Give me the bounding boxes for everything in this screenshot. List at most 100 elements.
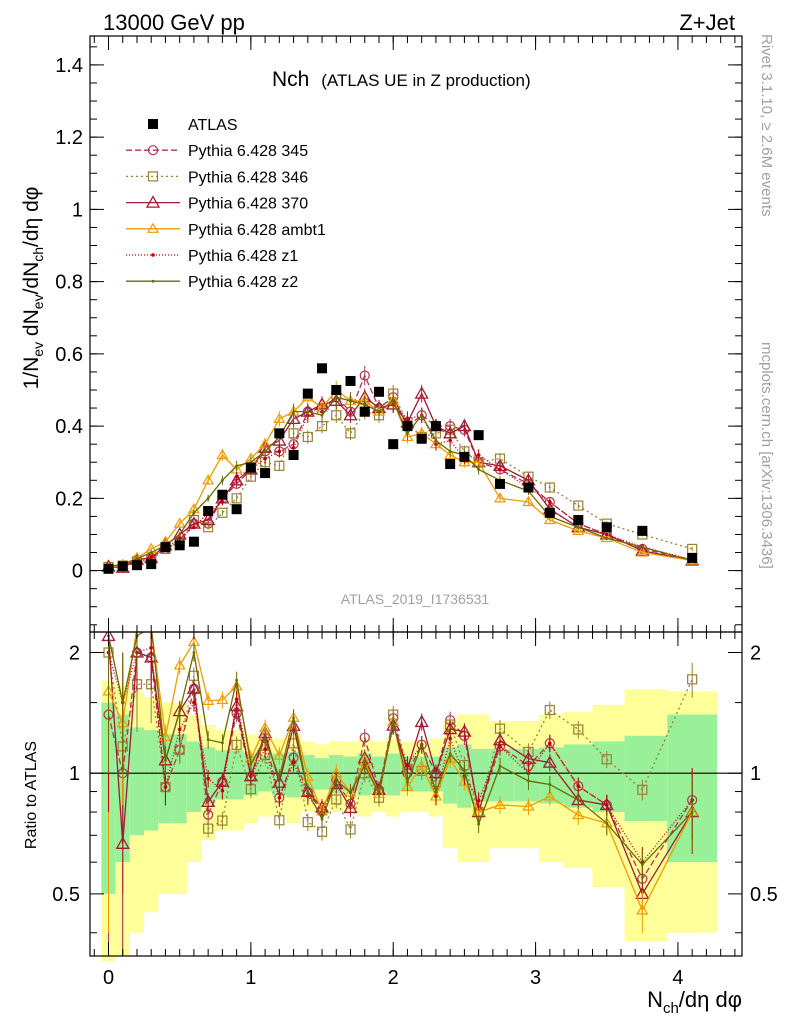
data-point [494, 478, 505, 489]
mc-point [135, 557, 139, 561]
ratio-band-inner [624, 735, 668, 821]
mc-ratio-point [292, 716, 295, 720]
ratio-band-inner [229, 750, 244, 800]
y-tick-label: 1.4 [55, 55, 83, 77]
data-point [174, 540, 185, 551]
mc-ratio-point [173, 659, 186, 670]
y-tick-label: 0.6 [55, 344, 83, 366]
mc-ratio-point [320, 817, 324, 821]
mc-point [206, 496, 210, 500]
data-point [274, 428, 285, 439]
data-point [146, 559, 157, 570]
mc-point [391, 399, 395, 403]
legend-marker [146, 222, 160, 233]
mc-point [343, 407, 358, 421]
mc-point [231, 493, 242, 504]
mc-ratio-point [163, 785, 168, 789]
mc-point [576, 525, 580, 529]
process-label: Z+Jet [679, 10, 735, 35]
data-point [601, 522, 612, 533]
mc-ratio-point [306, 790, 310, 794]
mc-ratio-point [434, 790, 438, 793]
ratio-band-inner [186, 741, 202, 813]
mc-ratio-point [206, 776, 210, 781]
legend-label: Pythia 6.428 ambt1 [188, 222, 326, 239]
mc-point [406, 431, 409, 435]
mc-line [108, 392, 693, 569]
mc-ratio-point [544, 704, 555, 716]
data-point [260, 468, 271, 479]
data-point [416, 433, 427, 444]
legend-label: Pythia 6.428 345 [188, 143, 308, 160]
mc-point [414, 386, 429, 399]
mc-ratio-point [604, 803, 609, 807]
mc-point [149, 551, 153, 554]
chart-subtitle: (ATLAS UE in Z production) [321, 71, 530, 90]
mc-ratio-point [202, 694, 215, 705]
data-point [302, 388, 313, 399]
ratio-tick-label: 0.5 [52, 884, 80, 906]
mc-point [636, 546, 649, 557]
mc-ratio-point [406, 780, 409, 784]
x-tick-label: 4 [672, 967, 683, 989]
mc-ratio-point [605, 821, 609, 825]
legend-marker [151, 253, 155, 257]
x-tick-label: 0 [103, 967, 114, 989]
y-tick-label: 0.8 [55, 272, 83, 294]
ratio-tick-label-right: 2 [750, 643, 761, 665]
legend-label: Pythia 6.428 370 [188, 196, 308, 213]
mc-ratio-point [477, 822, 481, 826]
mc-point [548, 500, 552, 504]
mc-ratio-point [522, 800, 535, 811]
mcplots-text: mcplots.cern.ch [arXiv:1306.3436] [758, 342, 775, 569]
data-point [345, 375, 356, 386]
mc-ratio-point [415, 760, 428, 771]
mc-ratio-point [601, 754, 612, 765]
chart-title-main: Nch [272, 68, 309, 91]
mc-ratio-point [334, 778, 338, 782]
energy-label: 13000 GeV pp [103, 10, 245, 35]
legend-entry: Pythia 6.428 345 [126, 143, 308, 160]
mc-point [149, 555, 154, 560]
data-point [245, 462, 256, 473]
legend-entry: Pythia 6.428 370 [126, 195, 308, 213]
mc-ratio-point [231, 739, 242, 751]
mc-ratio-point [220, 741, 224, 745]
mc-ratio-point [476, 799, 481, 803]
mc-ratio-point [115, 836, 130, 849]
mc-ratio-point [457, 724, 472, 737]
data-point [445, 459, 456, 470]
legend-marker [145, 195, 161, 208]
y-tick-label: 1.2 [55, 127, 83, 149]
mc-ratio-point [637, 784, 648, 795]
mc-point [192, 525, 196, 530]
chart-title: Nch (ATLAS UE in Z production) [272, 68, 531, 91]
mc-point [493, 492, 507, 503]
mc-point [331, 410, 342, 421]
mc-point [217, 507, 228, 518]
mc-point [273, 412, 286, 423]
mc-point [457, 418, 472, 432]
data-point [687, 552, 698, 563]
mc-point [274, 460, 285, 471]
mc-ratio-point [234, 697, 239, 702]
mc-ratio-point [377, 792, 381, 796]
mc-point [216, 448, 229, 460]
mc-ratio-point [576, 798, 580, 802]
mc-ratio-point [164, 758, 167, 762]
mc-ratio-point [203, 823, 214, 834]
x-tick-label: 3 [530, 967, 541, 989]
axis-ticks: 0 1 2 3 4 0 0.2 0.4 0.6 0.8 1 1.2 1.4 0.5 0.5 1 1 2 2 [52, 36, 778, 989]
data-point [402, 421, 413, 432]
mc-ratio-point [636, 904, 649, 915]
mc-ratio-point [448, 752, 452, 756]
mc-point [635, 543, 650, 556]
mc-point [498, 467, 502, 472]
data-point [430, 421, 441, 432]
mc-ratio-point [414, 714, 429, 728]
mc-point [220, 500, 225, 504]
mc-ratio-line [107, 632, 693, 866]
mc-point [345, 428, 356, 439]
mc-point [320, 413, 324, 417]
